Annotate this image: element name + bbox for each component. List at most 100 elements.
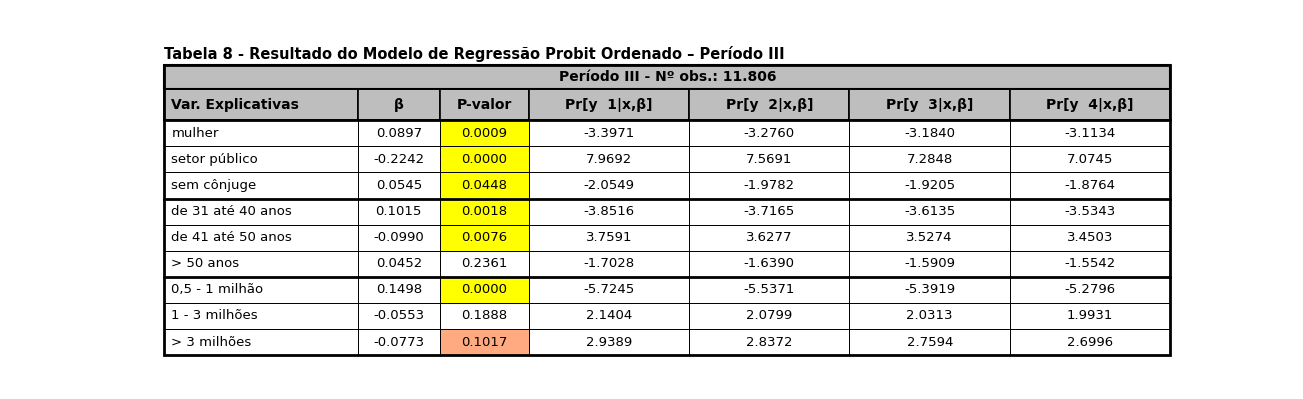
Bar	[529, 172, 689, 199]
Text: 7.0745: 7.0745	[1067, 153, 1113, 166]
Text: > 3 milhões: > 3 milhões	[172, 336, 251, 349]
Text: -1.6390: -1.6390	[744, 257, 795, 270]
Bar	[357, 329, 440, 355]
Bar	[164, 172, 357, 199]
Text: Tabela 8 - Resultado do Modelo de Regressão Probit Ordenado – Período III: Tabela 8 - Resultado do Modelo de Regres…	[164, 46, 784, 62]
Bar	[529, 251, 689, 277]
Text: -0.2242: -0.2242	[373, 153, 425, 166]
Text: Período III - Nº obs.: 11.806: Período III - Nº obs.: 11.806	[559, 70, 777, 84]
Bar	[529, 303, 689, 329]
Bar	[440, 199, 529, 225]
Text: mulher: mulher	[172, 127, 219, 140]
Text: 0.0452: 0.0452	[375, 257, 422, 270]
Bar	[357, 199, 440, 225]
Text: Pr[y  2|x,β]: Pr[y 2|x,β]	[726, 98, 813, 112]
Bar	[850, 172, 1010, 199]
Text: Var. Explicativas: Var. Explicativas	[172, 98, 300, 112]
Text: 0,5 - 1 milhão: 0,5 - 1 milhão	[172, 283, 263, 296]
Bar	[850, 303, 1010, 329]
Bar	[1010, 199, 1170, 225]
Bar	[689, 172, 850, 199]
Bar	[689, 277, 850, 303]
Text: 0.0018: 0.0018	[461, 205, 507, 218]
Text: -3.5343: -3.5343	[1065, 205, 1115, 218]
Text: -3.1840: -3.1840	[904, 127, 955, 140]
Text: Pr[y  1|x,β]: Pr[y 1|x,β]	[566, 98, 653, 112]
Bar	[440, 303, 529, 329]
Text: 2.6996: 2.6996	[1067, 336, 1113, 349]
Text: de 41 até 50 anos: de 41 até 50 anos	[172, 231, 292, 244]
Text: β: β	[394, 98, 404, 112]
Bar	[689, 329, 850, 355]
Text: de 31 até 40 anos: de 31 até 40 anos	[172, 205, 292, 218]
Text: 0.1498: 0.1498	[375, 283, 422, 296]
Text: 0.0897: 0.0897	[375, 127, 422, 140]
Bar	[529, 89, 689, 120]
Text: sem cônjuge: sem cônjuge	[172, 179, 257, 192]
Text: Pr[y  3|x,β]: Pr[y 3|x,β]	[886, 98, 973, 112]
Text: 7.9692: 7.9692	[585, 153, 632, 166]
Text: -1.7028: -1.7028	[584, 257, 635, 270]
Bar	[1010, 251, 1170, 277]
Bar	[529, 199, 689, 225]
Bar	[1010, 303, 1170, 329]
Bar	[357, 225, 440, 251]
Bar	[1010, 225, 1170, 251]
Text: -3.1134: -3.1134	[1065, 127, 1115, 140]
Bar	[850, 89, 1010, 120]
Text: 2.1404: 2.1404	[585, 310, 632, 322]
Bar	[357, 120, 440, 146]
Bar	[529, 146, 689, 172]
Text: -5.5371: -5.5371	[744, 283, 795, 296]
Text: -5.3919: -5.3919	[904, 283, 955, 296]
Bar	[529, 225, 689, 251]
Text: 0.1015: 0.1015	[375, 205, 422, 218]
Text: 0.0000: 0.0000	[461, 283, 507, 296]
Bar	[850, 225, 1010, 251]
Bar	[164, 65, 1170, 89]
Bar	[164, 251, 357, 277]
Bar	[440, 146, 529, 172]
Bar	[1010, 146, 1170, 172]
Text: -0.0553: -0.0553	[373, 310, 425, 322]
Text: -0.0773: -0.0773	[373, 336, 425, 349]
Text: 0.1017: 0.1017	[461, 336, 507, 349]
Bar	[357, 146, 440, 172]
Text: -1.5542: -1.5542	[1065, 257, 1115, 270]
Text: -3.3971: -3.3971	[584, 127, 635, 140]
Bar	[440, 89, 529, 120]
Bar	[689, 89, 850, 120]
Bar	[357, 303, 440, 329]
Bar	[529, 120, 689, 146]
Text: Pr[y  4|x,β]: Pr[y 4|x,β]	[1046, 98, 1134, 112]
Text: 0.0076: 0.0076	[461, 231, 507, 244]
Bar	[164, 329, 357, 355]
Text: 2.0313: 2.0313	[907, 310, 952, 322]
Text: 1 - 3 milhões: 1 - 3 milhões	[172, 310, 258, 322]
Bar	[1010, 120, 1170, 146]
Text: 0.0545: 0.0545	[375, 179, 422, 192]
Bar	[850, 199, 1010, 225]
Bar	[529, 277, 689, 303]
Bar	[689, 146, 850, 172]
Text: -3.7165: -3.7165	[744, 205, 795, 218]
Bar	[357, 277, 440, 303]
Text: 3.6277: 3.6277	[747, 231, 792, 244]
Text: 0.0009: 0.0009	[461, 127, 507, 140]
Text: 0.1888: 0.1888	[461, 310, 507, 322]
Text: 2.8372: 2.8372	[747, 336, 792, 349]
Bar	[164, 277, 357, 303]
Bar	[850, 329, 1010, 355]
Text: setor público: setor público	[172, 153, 258, 166]
Bar	[850, 120, 1010, 146]
Text: 3.7591: 3.7591	[585, 231, 632, 244]
Bar	[1010, 277, 1170, 303]
Bar	[440, 225, 529, 251]
Text: 0.0000: 0.0000	[461, 153, 507, 166]
Bar	[164, 199, 357, 225]
Bar	[440, 120, 529, 146]
Text: -1.8764: -1.8764	[1065, 179, 1115, 192]
Text: 2.0799: 2.0799	[747, 310, 792, 322]
Bar	[164, 225, 357, 251]
Text: 3.5274: 3.5274	[907, 231, 952, 244]
